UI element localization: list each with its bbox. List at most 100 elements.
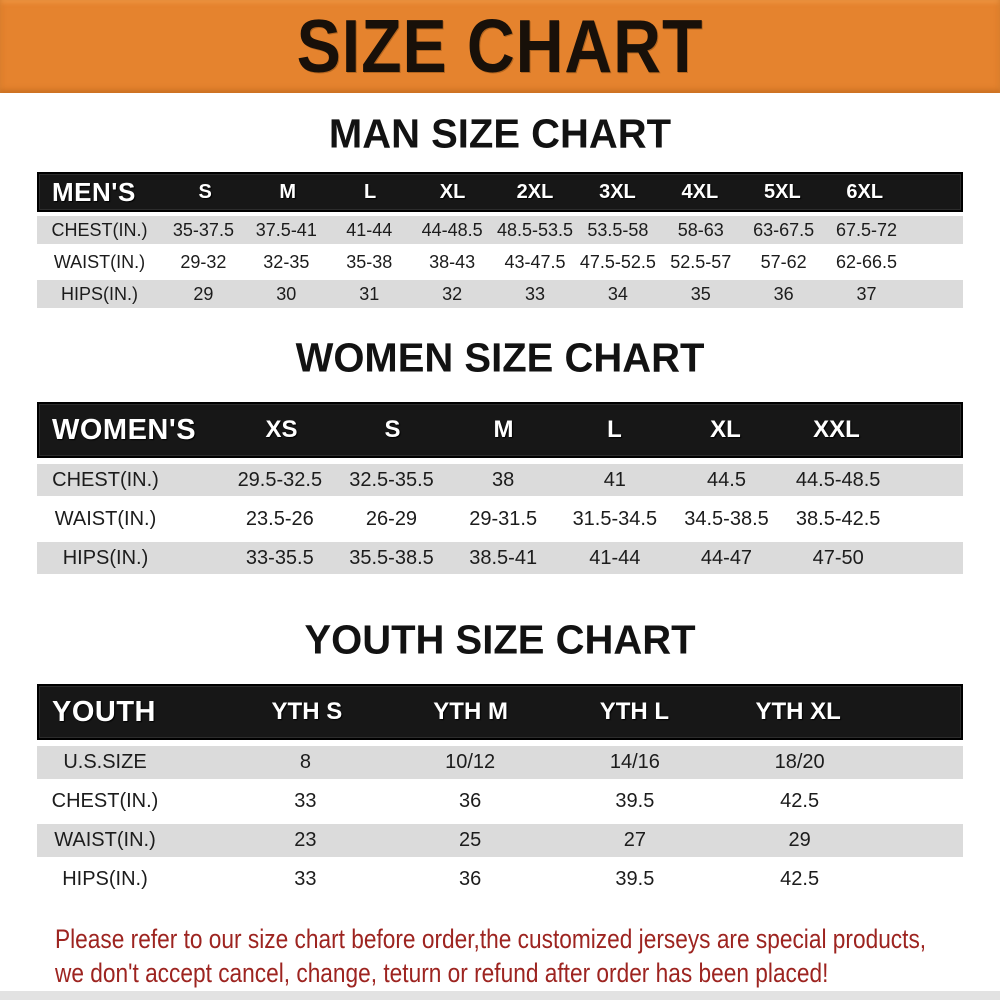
size-value-cell: 47.5-52.5 [579, 251, 656, 272]
table-row: U.S.SIZE 8 10/12 14/16 18/20 [37, 746, 963, 779]
section-title-women: WOMEN SIZE CHART [295, 335, 705, 381]
row-label: WAIST(IN.) [54, 829, 156, 851]
banner-title: SIZE CHART [296, 4, 704, 89]
table-row: WAIST(IN.) 23.5-26 26-29 29-31.5 31.5-34.5 34… [37, 503, 963, 535]
size-column-header: YTH XL [755, 698, 841, 725]
size-value-cell: 29 [193, 283, 214, 304]
table-row: HIPS(IN.) 33-35.5 35.5-38.5 38.5-41 41-44 44-… [37, 542, 963, 574]
size-column-header: YTH S [271, 698, 343, 725]
size-value-cell: 62-66.5 [836, 251, 898, 272]
row-label: U.S.SIZE [63, 751, 147, 773]
row-label: CHEST(IN.) [52, 468, 159, 491]
size-value-cell: 39.5 [615, 790, 655, 812]
size-value-cell: 67.5-72 [836, 219, 898, 240]
size-value-cell: 42.5 [780, 868, 820, 890]
size-value-cell: 47-50 [812, 546, 864, 569]
size-value-cell: 29 [788, 829, 811, 851]
disclaimer: Please refer to our size chart before or… [55, 922, 963, 990]
size-value-cell: 35-37.5 [172, 219, 234, 240]
size-column-header: M [279, 180, 296, 203]
size-value-cell: 34 [607, 283, 628, 304]
size-value-cell: 52.5-57 [670, 251, 732, 272]
size-value-cell: 32.5-35.5 [349, 468, 434, 491]
row-label: HIPS(IN.) [62, 868, 148, 890]
size-value-cell: 29.5-32.5 [237, 468, 323, 491]
size-value-cell: 37 [856, 283, 877, 304]
size-value-cell: 33-35.5 [245, 546, 314, 569]
size-value-cell: 18/20 [774, 751, 825, 773]
size-value-cell: 33 [294, 790, 317, 812]
row-label: CHEST(IN.) [51, 219, 148, 240]
size-column-header: XS [265, 416, 298, 443]
table-header-row: WOMEN'S XS S M L XL XXL [37, 402, 963, 458]
size-value-cell: 27 [623, 829, 646, 851]
table-body: U.S.SIZE 8 10/12 14/16 18/20 CHEST(IN.) 33 36 39… [37, 746, 963, 896]
women-size-chart-section: WOMEN SIZE CHART WOMEN'S XS S M L XL XXL CHEST… [37, 335, 963, 574]
size-value-cell: 35 [690, 283, 711, 304]
man-size-chart-section: MAN SIZE CHART MEN'S S M L XL 2XL 3XL 4XL 5XL 6XL… [37, 111, 963, 308]
size-value-cell: 44.5-48.5 [795, 468, 881, 491]
disclaimer-line-2: we don't accept cancel, change, teturn o… [55, 958, 829, 988]
table-corner-label: MEN'S [52, 176, 136, 207]
size-column-header: XL [710, 416, 741, 443]
size-value-cell: 34.5-38.5 [684, 507, 769, 530]
size-column-header: L [363, 180, 377, 203]
size-column-header: XL [439, 180, 466, 203]
table-body: CHEST(IN.) 29.5-32.5 32.5-35.5 38 41 44.5 44.5… [37, 464, 963, 574]
size-column-header: 3XL [599, 180, 636, 203]
size-value-cell: 63-67.5 [753, 219, 815, 240]
size-value-cell: 38.5-41 [469, 546, 538, 569]
size-chart-content: MAN SIZE CHART MEN'S S M L XL 2XL 3XL 4XL 5XL 6XL… [37, 111, 963, 990]
size-value-cell: 10/12 [445, 751, 496, 773]
size-column-header: S [198, 180, 212, 203]
size-value-cell: 44-48.5 [421, 219, 483, 240]
section-title-man: MAN SIZE CHART [328, 111, 672, 157]
size-column-header: M [493, 416, 514, 443]
row-label: WAIST(IN.) [53, 251, 146, 272]
size-value-cell: 31 [359, 283, 380, 304]
size-value-cell: 53.5-58 [587, 219, 649, 240]
table-row: WAIST(IN.) 29-32 32-35 35-38 38-43 43-47.5 47.… [37, 248, 963, 276]
table-row: CHEST(IN.) 33 36 39.5 42.5 [37, 785, 963, 818]
size-value-cell: 37.5-41 [255, 219, 317, 240]
size-value-cell: 58-63 [677, 219, 724, 240]
youth-size-chart-section: YOUTH SIZE CHART YOUTH YTH S YTH M YTH L YTH… [37, 617, 963, 896]
table-header-row: YOUTH YTH S YTH M YTH L YTH XL [37, 684, 963, 740]
size-value-cell: 23 [294, 829, 317, 851]
size-value-cell: 36 [459, 790, 482, 812]
size-value-cell: 23.5-26 [245, 507, 314, 530]
size-value-cell: 38-43 [429, 251, 476, 272]
size-value-cell: 33 [294, 868, 317, 890]
size-value-cell: 44-47 [700, 546, 753, 569]
table-row: WAIST(IN.) 23 25 27 29 [37, 824, 963, 857]
size-column-header: S [384, 416, 401, 443]
size-value-cell: 8 [299, 751, 311, 773]
table-header-row: MEN'S S M L XL 2XL 3XL 4XL 5XL 6XL [37, 172, 963, 212]
size-value-cell: 57-62 [760, 251, 807, 272]
size-value-cell: 29-31.5 [469, 507, 538, 530]
size-column-header: L [607, 416, 622, 443]
bottom-edge-strip [0, 991, 1000, 1000]
size-value-cell: 36 [773, 283, 794, 304]
row-label: CHEST(IN.) [51, 790, 159, 812]
size-value-cell: 42.5 [780, 790, 820, 812]
size-value-cell: 26-29 [365, 507, 418, 530]
size-column-header: XXL [813, 416, 860, 443]
size-column-header: 4XL [681, 180, 719, 203]
size-value-cell: 31.5-34.5 [572, 507, 658, 530]
table-row: HIPS(IN.) 29 30 31 32 33 34 35 36 37 [37, 280, 963, 308]
size-value-cell: 39.5 [615, 868, 655, 890]
table-row: CHEST(IN.) 29.5-32.5 32.5-35.5 38 41 44.5 44.5… [37, 464, 963, 496]
size-column-header: 5XL [763, 180, 801, 203]
size-value-cell: 43-47.5 [504, 251, 566, 272]
size-value-cell: 25 [459, 829, 482, 851]
section-title-youth: YOUTH SIZE CHART [304, 617, 696, 663]
size-chart-banner: SIZE CHART [0, 0, 1000, 93]
size-value-cell: 41 [603, 468, 626, 491]
size-value-cell: 44.5 [707, 468, 746, 491]
size-value-cell: 33 [524, 283, 545, 304]
size-value-cell: 35-38 [346, 251, 393, 272]
size-column-header: YTH M [433, 698, 508, 725]
table-row: CHEST(IN.) 35-37.5 37.5-41 41-44 44-48.5 48.5… [37, 216, 963, 244]
size-value-cell: 41-44 [346, 219, 393, 240]
